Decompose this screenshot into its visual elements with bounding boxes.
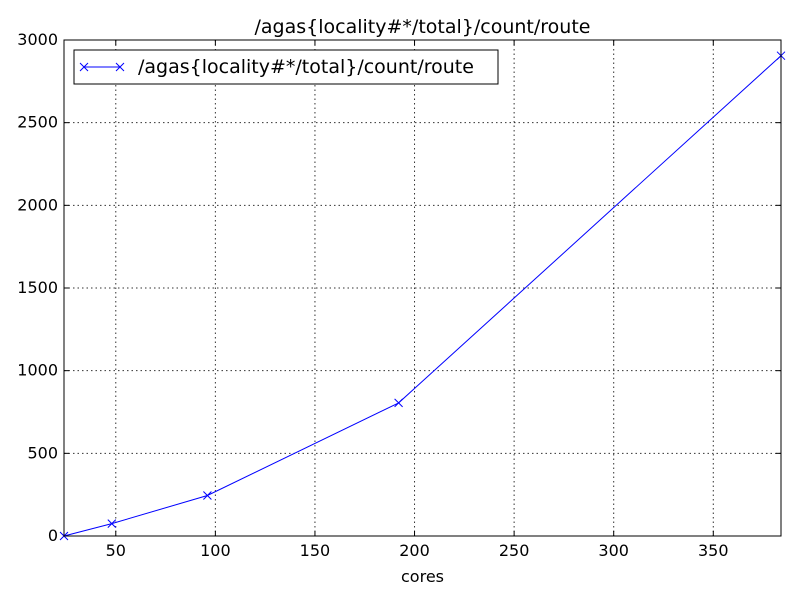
y-tick-label: 500	[27, 443, 58, 462]
x-tick-label: 300	[598, 541, 629, 560]
plot-frame	[63, 39, 782, 537]
x-tick-label: 50	[106, 541, 126, 560]
x-tick-label: 250	[499, 541, 530, 560]
legend-marker	[115, 62, 125, 72]
data-point-marker	[107, 519, 117, 528]
series-layer	[59, 51, 786, 541]
y-tick-label: 1500	[17, 278, 58, 297]
legend-marker	[79, 62, 89, 72]
data-point-marker	[394, 398, 403, 408]
series-line	[63, 55, 782, 537]
chart-title: /agas{locality#*/total}/count/route	[255, 16, 591, 38]
x-tick-label: 100	[200, 541, 231, 560]
x-tick-label: 200	[399, 541, 430, 560]
x-tick-label: 350	[698, 541, 729, 560]
legend: /agas{locality#*/total}/count/route	[73, 49, 499, 85]
y-tick-label: 2500	[17, 113, 58, 132]
x-axis-label: cores	[401, 567, 444, 586]
x-tick-label: 150	[300, 541, 331, 560]
y-tick-label: 1000	[17, 361, 58, 380]
legend-markers	[79, 62, 125, 72]
tick-layer: 50 100 150 200 250 300 350 0 500 1000 1500 2000 2500…	[17, 30, 781, 560]
data-point-marker	[203, 491, 212, 500]
legend-box	[73, 49, 499, 85]
legend-series-label: /agas{locality#*/total}/count/route	[138, 56, 474, 78]
y-tick-label: 2000	[17, 195, 58, 214]
y-tick-label: 3000	[17, 30, 58, 49]
grid-layer	[64, 39, 781, 537]
y-tick-label: 0	[48, 526, 58, 545]
